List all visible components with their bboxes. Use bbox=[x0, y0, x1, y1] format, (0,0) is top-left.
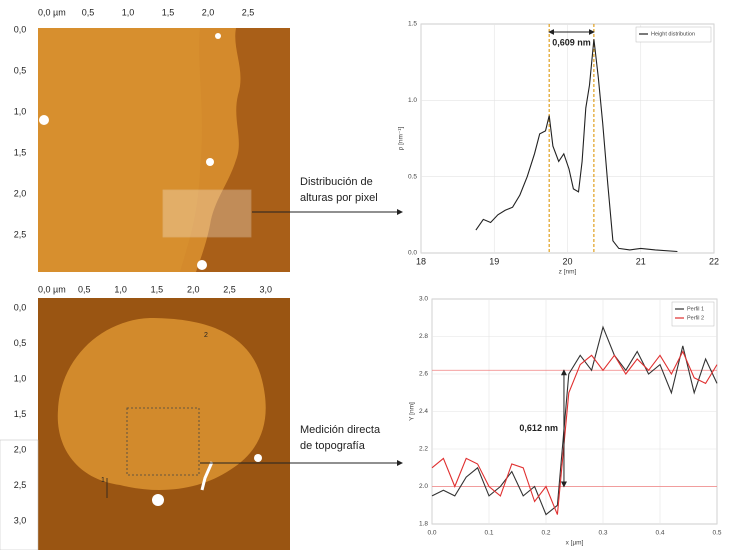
y-tick-label: 1.8 bbox=[419, 521, 428, 528]
image-y-label: 0,0 bbox=[14, 24, 27, 34]
x-tick-label: 20 bbox=[562, 256, 572, 266]
image-x-label: 2,0 bbox=[202, 7, 215, 17]
image-y-label: 1,5 bbox=[14, 147, 27, 157]
image-x-label: 0,5 bbox=[78, 284, 91, 294]
image-marker: 1 bbox=[101, 477, 105, 484]
caption: Medición directa bbox=[300, 424, 381, 436]
data-line bbox=[431, 350, 718, 515]
y-axis-label: ρ [nm⁻¹] bbox=[398, 126, 405, 150]
y-tick-label: 2.2 bbox=[419, 446, 428, 453]
image-y-label: 1,0 bbox=[14, 106, 27, 116]
image-y-label: 2,5 bbox=[14, 229, 27, 239]
image-y-label: 2,5 bbox=[14, 480, 27, 490]
caption: de topografía bbox=[300, 440, 366, 452]
image-x-label: 1,5 bbox=[151, 284, 164, 294]
legend-box bbox=[635, 26, 712, 43]
x-axis-label: z [nm] bbox=[559, 269, 577, 276]
legend-label: Perfil 1 bbox=[687, 306, 704, 312]
caption: alturas por pixel bbox=[300, 192, 378, 204]
x-tick-label: 22 bbox=[709, 256, 719, 266]
x-axis-label: x [µm] bbox=[566, 540, 584, 547]
y-tick-label: 1.0 bbox=[408, 97, 417, 104]
data-line bbox=[431, 325, 718, 516]
legend-label: Height distribution bbox=[651, 31, 695, 37]
afm-image-top bbox=[38, 28, 290, 272]
image-y-label: 1,5 bbox=[14, 409, 27, 419]
image-x-label: 2,5 bbox=[242, 7, 255, 17]
legend-label: Perfil 2 bbox=[687, 315, 704, 321]
x-tick-label: 0.5 bbox=[712, 530, 721, 537]
x-tick-label: 19 bbox=[489, 256, 499, 266]
x-tick-label: 0.4 bbox=[655, 530, 664, 537]
y-tick-label: 0.5 bbox=[408, 173, 417, 180]
image-x-label: 0,5 bbox=[82, 7, 95, 17]
y-tick-label: 2.4 bbox=[419, 408, 428, 415]
x-tick-label: 0.0 bbox=[427, 530, 436, 537]
image-y-label: 0,0 bbox=[14, 302, 27, 312]
y-tick-label: 2.0 bbox=[419, 483, 428, 490]
image-x-label: 1,5 bbox=[162, 7, 175, 17]
x-tick-label: 0.1 bbox=[484, 530, 493, 537]
image-x-label: 2,5 bbox=[223, 284, 236, 294]
image-y-label: 2,0 bbox=[14, 188, 27, 198]
image-y-label: 0,5 bbox=[14, 338, 27, 348]
y-tick-label: 2.8 bbox=[419, 333, 428, 340]
image-marker: 2 bbox=[204, 332, 208, 339]
image-y-label: 2,0 bbox=[14, 444, 27, 454]
x-tick-label: 0.2 bbox=[541, 530, 550, 537]
image-x-label: 3,0 bbox=[260, 284, 273, 294]
image-y-label: 0,5 bbox=[14, 65, 27, 75]
image-x-label: 2,0 bbox=[187, 284, 200, 294]
image-y-label: 1,0 bbox=[14, 373, 27, 383]
y-axis-label: Y [nm] bbox=[409, 402, 416, 421]
x-tick-label: 0.3 bbox=[598, 530, 607, 537]
y-tick-label: 3.0 bbox=[419, 296, 428, 303]
caption: Distribución de bbox=[300, 176, 373, 188]
image-y-label: 3,0 bbox=[14, 515, 27, 525]
image-x-label: 1,0 bbox=[122, 7, 135, 17]
data-line bbox=[475, 39, 678, 253]
image-x-label: 1,0 bbox=[114, 284, 127, 294]
afm-image-bottom bbox=[0, 298, 290, 550]
x-tick-label: 21 bbox=[636, 256, 646, 266]
legend-box bbox=[671, 301, 715, 327]
y-tick-label: 2.6 bbox=[419, 371, 428, 378]
annotation: 0,612 nm bbox=[519, 423, 558, 433]
annotation: 0,609 nm bbox=[552, 37, 591, 47]
image-x-label: 0,0 µm bbox=[38, 7, 66, 17]
x-tick-label: 18 bbox=[416, 256, 426, 266]
y-tick-label: 0.0 bbox=[408, 250, 417, 257]
image-x-label: 0,0 µm bbox=[38, 284, 66, 294]
y-tick-label: 1.5 bbox=[408, 21, 417, 28]
